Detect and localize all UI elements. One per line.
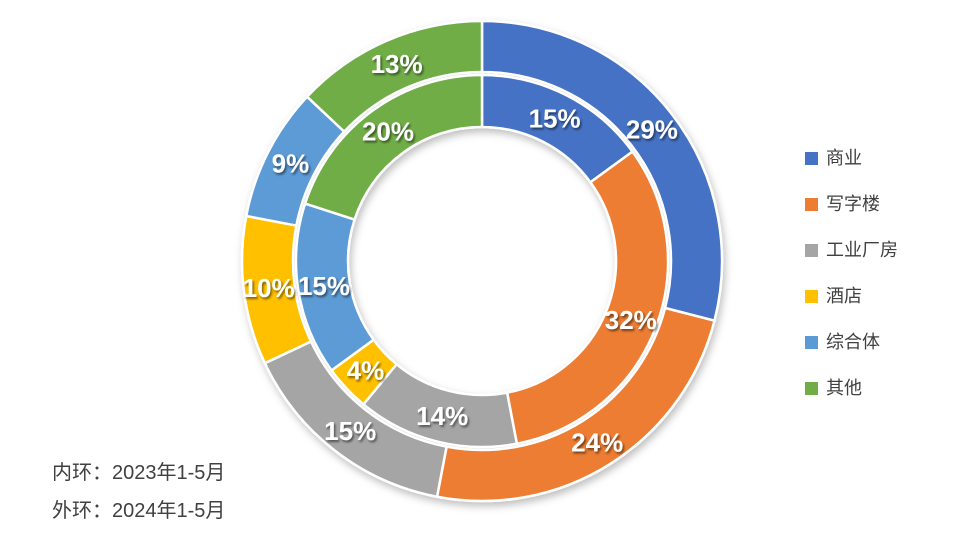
inner-ring-slice-office-building xyxy=(505,150,670,445)
legend-item-commercial: 商业 xyxy=(805,146,898,170)
slice-labels: 15%32%14%4%15%20% 29%24%15%10%9%13% xyxy=(243,49,678,458)
legend-swatch-office-building xyxy=(805,197,818,211)
legend-item-industrial-plant: 工业厂房 xyxy=(805,238,898,262)
chart-legend: 商业写字楼工业厂房酒店综合体其他 xyxy=(805,146,898,400)
outer-slice-label-mixed-use-complex: 9% xyxy=(272,149,310,179)
legend-label: 工业厂房 xyxy=(826,240,898,260)
outer-slice-label-industrial-plant: 15% xyxy=(324,416,376,446)
chart-footnotes: 内环：2023年1-5月 外环：2024年1-5月 xyxy=(52,460,225,536)
legend-item-other: 其他 xyxy=(805,376,898,400)
legend-swatch-mixed-use-complex xyxy=(805,335,818,349)
outer-slice-label-hotel: 10% xyxy=(243,273,295,303)
inner-slice-label-office-building: 32% xyxy=(605,305,657,335)
legend-swatch-hotel xyxy=(805,289,818,303)
inner-slice-label-other: 20% xyxy=(362,117,414,147)
inner-ring-slice-other xyxy=(303,73,484,221)
legend-item-office-building: 写字楼 xyxy=(805,192,898,216)
legend-item-mixed-use-complex: 综合体 xyxy=(805,330,898,354)
outer-ring-slice-other xyxy=(305,19,484,133)
legend-swatch-other xyxy=(805,381,818,395)
legend-label: 其他 xyxy=(826,378,862,398)
inner-slice-label-industrial-plant: 14% xyxy=(416,401,468,431)
legend-label: 写字楼 xyxy=(826,194,880,214)
legend-label: 综合体 xyxy=(826,332,880,352)
donut-rings xyxy=(240,19,724,503)
inner-slice-label-hotel: 4% xyxy=(347,356,385,386)
outer-slice-label-other: 13% xyxy=(371,49,423,79)
inner-slice-label-mixed-use-complex: 15% xyxy=(298,271,350,301)
outer-slice-label-commercial: 29% xyxy=(626,114,678,144)
legend-item-hotel: 酒店 xyxy=(805,284,898,308)
legend-swatch-commercial xyxy=(805,151,818,165)
footnote-inner-ring: 内环：2023年1-5月 xyxy=(52,462,226,484)
footnote-outer-ring: 外环：2024年1-5月 xyxy=(52,500,226,522)
legend-swatch-industrial-plant xyxy=(805,243,818,257)
inner-slice-label-commercial: 15% xyxy=(529,104,581,134)
legend-label: 商业 xyxy=(826,148,862,168)
outer-slice-label-office-building: 24% xyxy=(571,428,623,458)
legend-label: 酒店 xyxy=(826,286,862,306)
